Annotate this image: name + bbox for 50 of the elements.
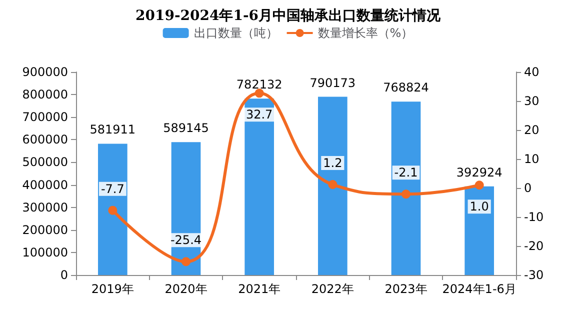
data-label: 790173: [310, 76, 356, 90]
data-label: 768824: [383, 80, 429, 95]
y2-tick-label: 40: [524, 65, 540, 79]
y2-tick-label: 10: [524, 152, 540, 166]
point: [254, 88, 264, 98]
y-tick-label: 900000: [22, 65, 68, 79]
y-tick-label: 500000: [22, 155, 68, 170]
data-label: 589145: [163, 121, 209, 136]
x-tick-label: 2020年: [164, 282, 208, 296]
point: [182, 257, 190, 266]
y2-tick-label: 30: [524, 94, 540, 108]
bar: [464, 186, 494, 275]
legend-label: 出口数量（吨）: [194, 26, 278, 40]
data-label: 392924: [456, 165, 502, 180]
data-label: -2.1: [394, 166, 418, 180]
data-label: 32.7: [246, 108, 273, 122]
y2-tick-label: -20: [524, 239, 544, 253]
point: [474, 180, 484, 190]
point: [328, 180, 338, 190]
data-label: 1.0: [470, 200, 489, 214]
x-tick-label: 2024年1-6月: [442, 282, 516, 296]
chart-title: 2019-2024年1-6月中国轴承出口数量统计情况: [135, 7, 442, 24]
x-tick-label: 2021年: [238, 282, 281, 296]
x-tick-label: 2023年: [384, 282, 428, 296]
point: [402, 190, 410, 199]
y-tick-label: 600000: [22, 132, 68, 147]
legend-label: 数量增长率（%）: [318, 26, 414, 40]
y2-tick-label: -10: [524, 210, 544, 224]
y-tick-label: 800000: [22, 88, 68, 102]
bar: [318, 96, 348, 275]
data-label: -7.7: [100, 182, 124, 196]
y-tick-label: 400000: [22, 178, 68, 192]
bar: [98, 144, 128, 275]
data-label: 1.2: [323, 156, 342, 170]
x-tick-label: 2022年: [311, 282, 354, 296]
x-tick-label: 2019年: [91, 282, 134, 296]
bar: [391, 102, 421, 275]
bar: [244, 98, 274, 275]
y-tick-label: 0: [60, 268, 68, 282]
y2-tick-label: 20: [524, 123, 540, 137]
data-label: -25.4: [170, 233, 202, 248]
y-tick-label: 100000: [22, 245, 68, 260]
y-tick-label: 300000: [22, 200, 68, 214]
y2-tick-label: -30: [524, 268, 544, 282]
y-tick-label: 200000: [22, 222, 68, 237]
y-tick-label: 700000: [22, 110, 68, 124]
data-label: 782132: [236, 78, 282, 92]
data-label: 581911: [90, 122, 136, 137]
point: [108, 206, 118, 215]
y2-tick-label: 0: [524, 181, 532, 195]
